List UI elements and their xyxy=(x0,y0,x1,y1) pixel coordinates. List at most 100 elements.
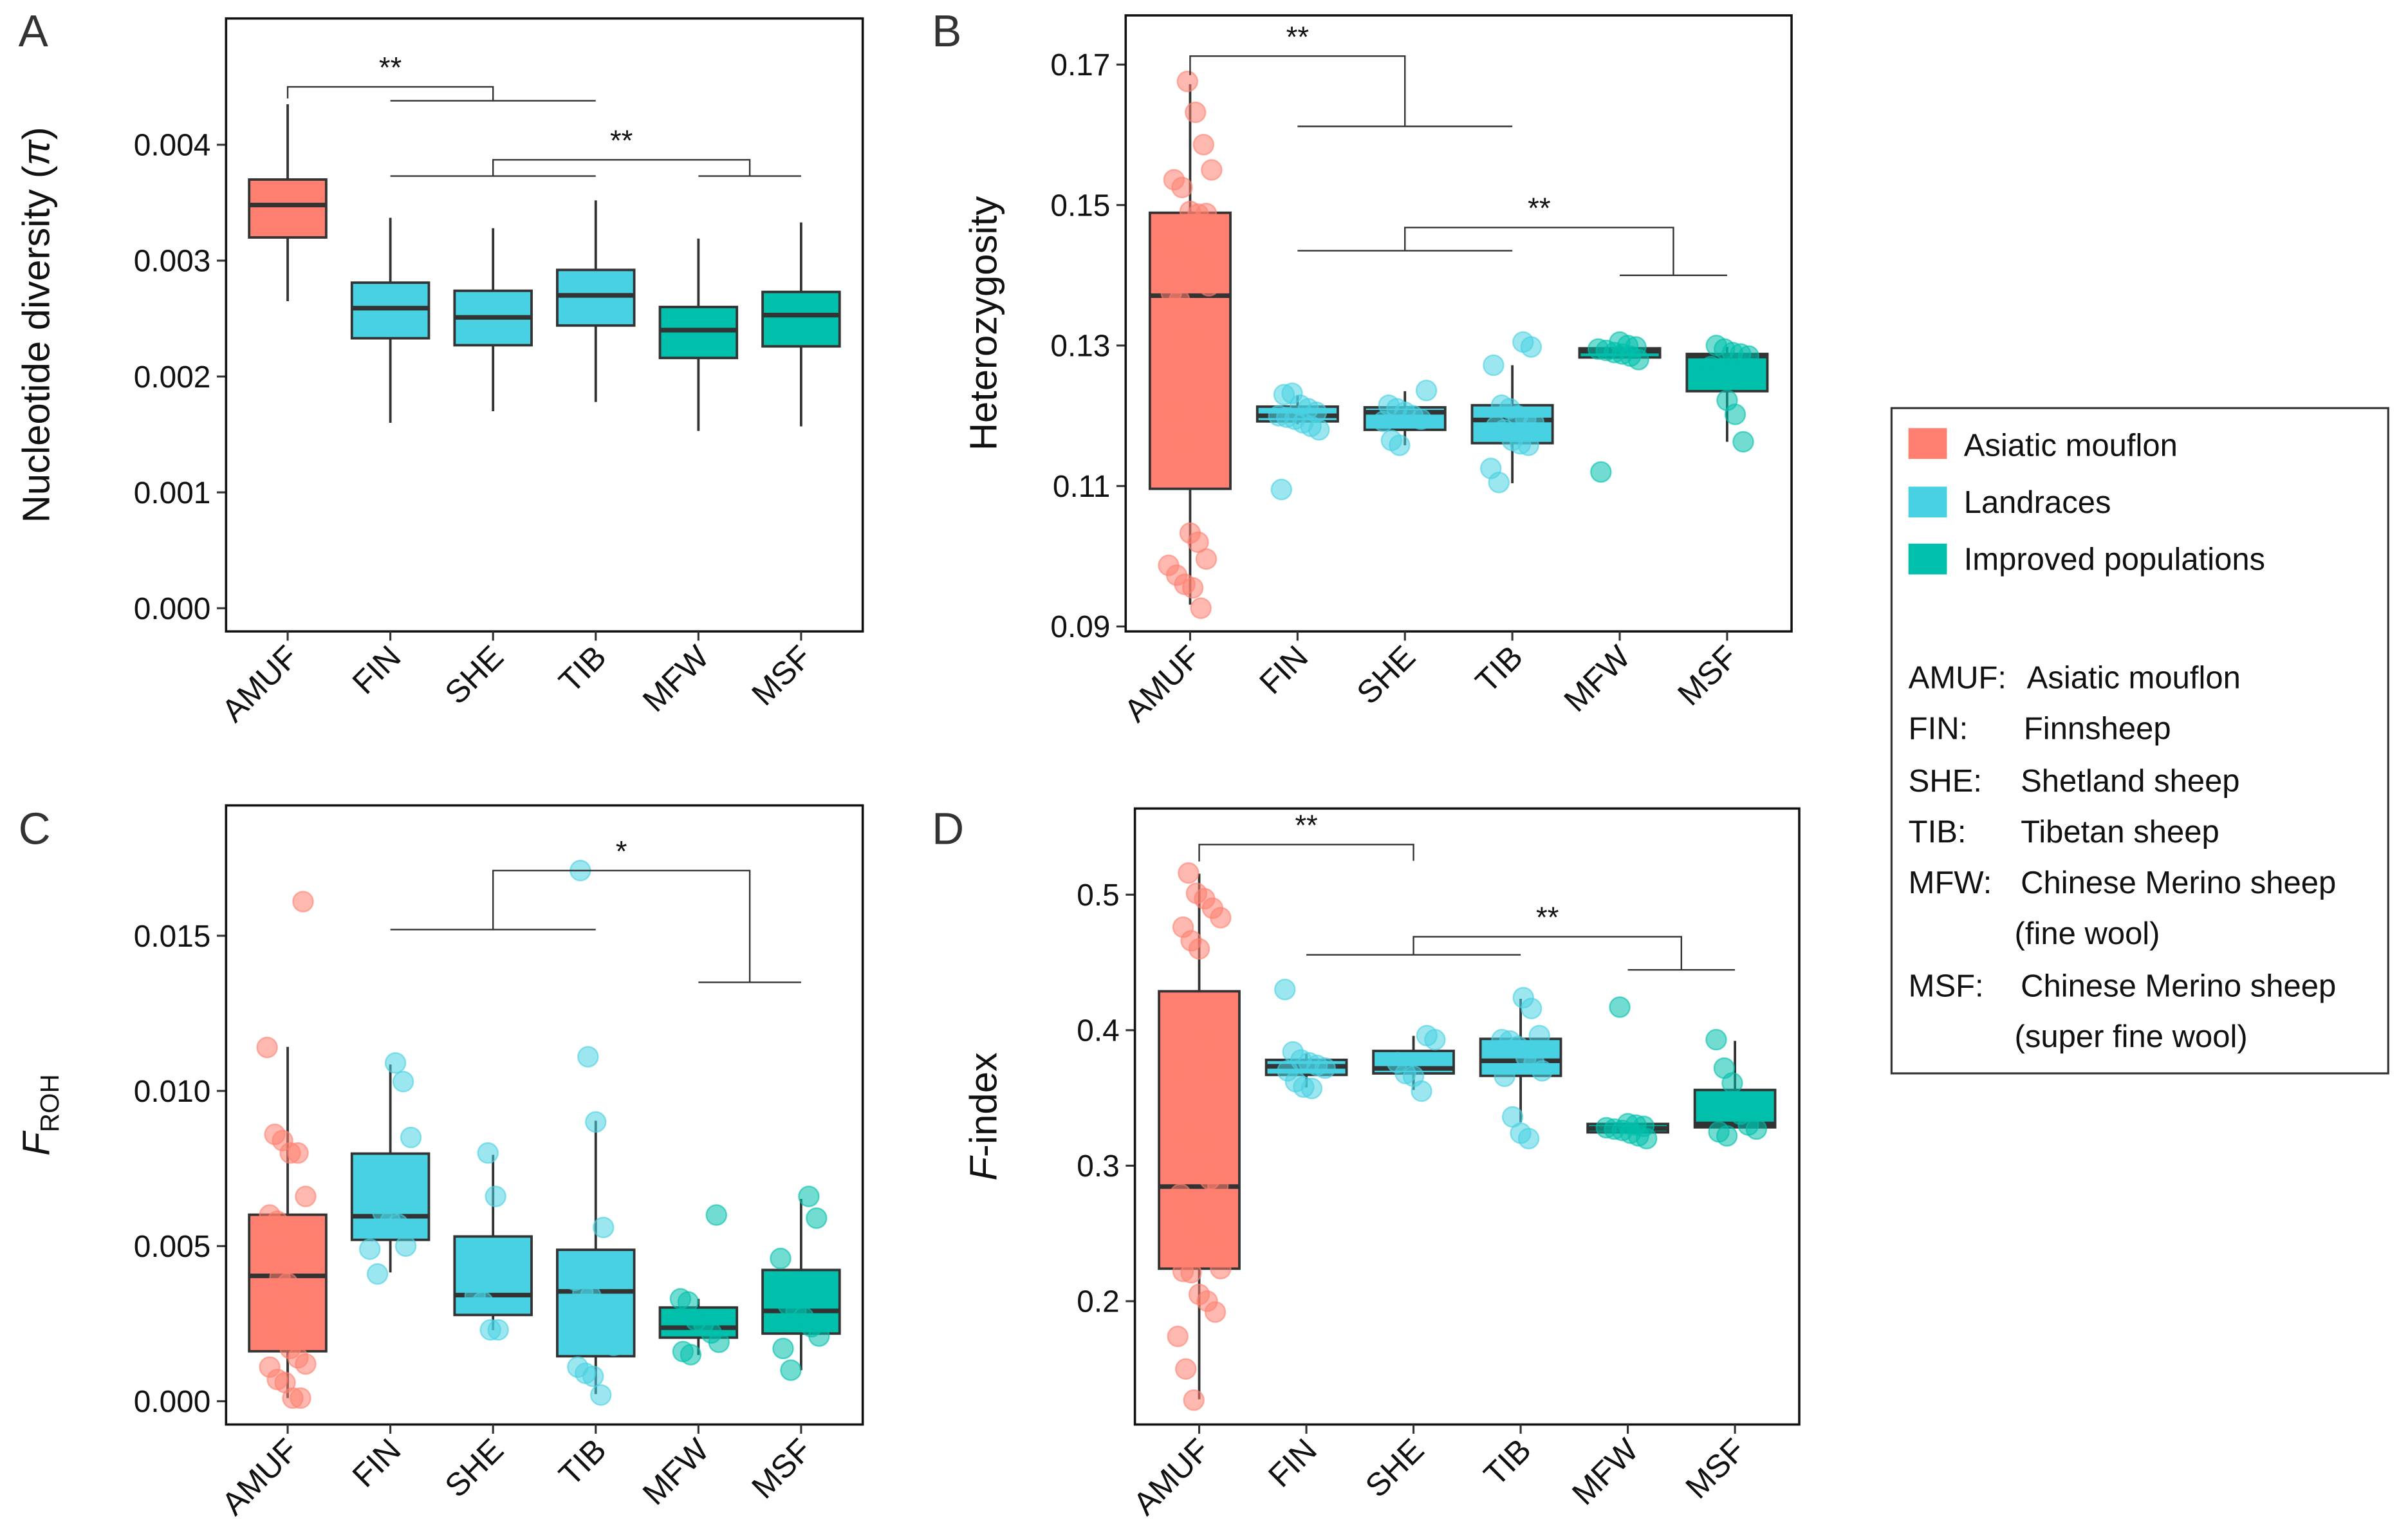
data-point xyxy=(1483,354,1505,376)
data-point xyxy=(1314,1057,1336,1079)
abbr-name: Chinese Merino sheep xyxy=(2021,866,2336,900)
data-point xyxy=(772,1337,794,1360)
data-point xyxy=(261,1241,283,1263)
data-point xyxy=(1181,577,1204,599)
abbr-code: AMUF: xyxy=(1909,661,2006,696)
data-point xyxy=(1192,134,1215,156)
significance-label: ** xyxy=(1286,21,1309,53)
box-msf xyxy=(761,290,841,348)
y-axis-label-part: F xyxy=(962,1155,1005,1181)
significance-bracket xyxy=(1189,55,1406,127)
x-tick-label: SHE xyxy=(1358,1432,1431,1505)
box-tib xyxy=(556,268,636,327)
data-point xyxy=(1528,1025,1550,1046)
y-tick-label: 0.17 xyxy=(1050,48,1110,82)
abbr-code: MSF: xyxy=(1909,969,1984,1003)
data-point xyxy=(1609,996,1631,1018)
data-point xyxy=(1274,978,1296,1001)
legend: Asiatic mouflon Landraces Improved popul… xyxy=(1890,407,2389,1075)
data-point xyxy=(592,1216,615,1239)
data-point xyxy=(1745,1118,1768,1140)
data-point xyxy=(1198,275,1220,297)
significance-bracket xyxy=(1404,227,1674,275)
y-axis-label-part: F xyxy=(15,1130,58,1156)
abbr-name: Tibetan sheep xyxy=(2021,815,2219,849)
data-point xyxy=(680,1344,702,1366)
data-point xyxy=(256,1036,278,1059)
data-point xyxy=(1488,471,1510,494)
abbr-code: FIN: xyxy=(1909,712,1968,747)
data-point xyxy=(292,891,314,913)
data-point xyxy=(1190,597,1212,619)
box-fin xyxy=(350,281,431,340)
data-point xyxy=(394,1235,417,1257)
y-tick-label: 0.4 xyxy=(1077,1014,1119,1048)
y-axis-label: FROH xyxy=(15,1074,64,1156)
x-tick-label: SHE xyxy=(1350,638,1423,711)
data-point xyxy=(1185,101,1207,124)
data-point xyxy=(1163,401,1185,423)
data-point xyxy=(1523,412,1545,434)
data-point xyxy=(392,1070,414,1093)
data-point xyxy=(705,1204,727,1226)
data-point xyxy=(708,1331,730,1353)
x-tick-label: MFW xyxy=(1557,638,1638,719)
significance-label: * xyxy=(616,835,627,867)
data-point xyxy=(1171,176,1193,199)
x-tick-label: AMUF xyxy=(1126,1432,1216,1522)
plot-frame xyxy=(225,804,864,1426)
abbr-name: Finnsheep xyxy=(2024,712,2171,747)
x-tick-label: FIN xyxy=(1261,1432,1324,1494)
y-tick-label: 0.2 xyxy=(1077,1285,1119,1319)
y-tick-label: 0.11 xyxy=(1053,470,1110,504)
data-point xyxy=(358,1238,381,1260)
data-point xyxy=(1201,159,1223,181)
panel-label: D xyxy=(932,803,964,853)
y-tick-label: 0.005 xyxy=(134,1230,211,1264)
significance-label: ** xyxy=(1295,809,1317,842)
x-tick-label: MSF xyxy=(745,638,818,712)
x-tick-label: MFW xyxy=(636,638,716,719)
legend-swatch-improved xyxy=(1908,543,1947,575)
y-axis-label: Heterozygosity xyxy=(962,196,1005,451)
data-point xyxy=(1308,419,1330,441)
panel-c: C 0.000 0.005 0.010 0.015 FROH * AMUF FIN SHE TIB M… xyxy=(15,803,864,1522)
data-point xyxy=(1180,1261,1202,1284)
data-point xyxy=(1190,257,1212,279)
significance-label: ** xyxy=(610,124,633,157)
data-point xyxy=(295,1353,317,1375)
abbr-code: TIB: xyxy=(1909,815,1967,849)
data-point xyxy=(384,1052,407,1074)
data-point xyxy=(582,1366,604,1387)
x-tick-label: FIN xyxy=(346,1432,408,1494)
y-tick-label: 0.15 xyxy=(1050,189,1110,223)
plot-frame xyxy=(1133,807,1801,1426)
data-point xyxy=(500,1266,522,1288)
data-point xyxy=(1732,431,1754,453)
abbr-name: (super fine wool) xyxy=(2015,1019,2248,1054)
data-point xyxy=(1188,938,1210,960)
y-tick-label: 0.002 xyxy=(134,360,211,394)
x-tick-label: TIB xyxy=(552,638,613,700)
data-point xyxy=(590,1384,612,1406)
data-point xyxy=(577,1046,599,1068)
y-axis-label-part: Nucleotide diversity ( xyxy=(15,165,58,523)
data-point xyxy=(1210,907,1232,929)
y-axis-label-part: π xyxy=(15,139,58,165)
data-point xyxy=(1517,434,1539,456)
data-point xyxy=(798,1185,820,1207)
data-point xyxy=(290,1387,311,1409)
data-point xyxy=(1204,1301,1227,1323)
panel-a: A 0.000 0.001 0.002 0.003 0.004 Nucleotide div… xyxy=(15,6,864,729)
x-tick-label: AMUF xyxy=(1117,638,1207,728)
data-point xyxy=(1494,1065,1515,1088)
legend-frame xyxy=(1890,407,2389,1075)
data-point xyxy=(588,1310,609,1331)
y-axis-label-part: ) xyxy=(15,127,58,140)
y-axis-label: F-index xyxy=(962,1052,1005,1181)
legend-label-amuf: Asiatic mouflon xyxy=(1964,428,2178,463)
plot-frame xyxy=(225,17,864,633)
data-point xyxy=(770,1247,792,1270)
data-point xyxy=(1517,1127,1540,1149)
data-point xyxy=(1301,1077,1323,1100)
